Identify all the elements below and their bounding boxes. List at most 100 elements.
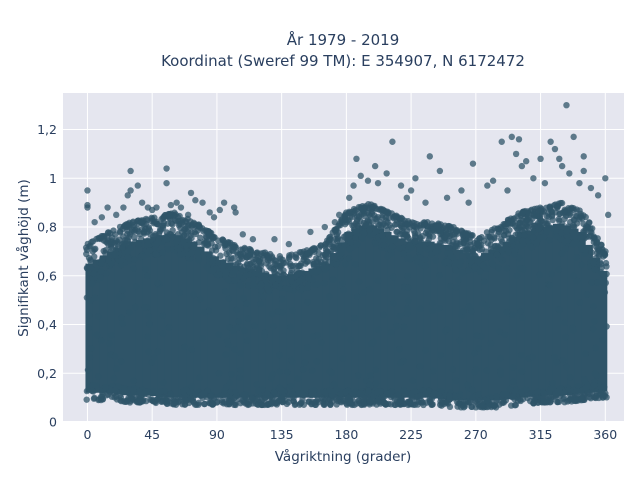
data-point [383, 390, 390, 397]
chart-title-line-1: År 1979 - 2019 [287, 30, 400, 49]
data-point-outlier [587, 184, 595, 192]
data-point [284, 369, 291, 376]
data-point [391, 236, 398, 244]
data-point [289, 262, 296, 270]
data-point [93, 382, 100, 389]
data-point [471, 350, 478, 357]
data-point [403, 305, 411, 312]
data-point-outlier [504, 187, 511, 194]
data-point [530, 222, 538, 229]
data-point [555, 266, 562, 273]
data-point [429, 307, 437, 314]
data-point [390, 299, 397, 307]
data-point [89, 248, 96, 255]
data-point [468, 308, 475, 315]
data-point-cluster [387, 235, 399, 398]
data-point-outlier [120, 204, 127, 211]
data-point-outlier [285, 240, 293, 248]
data-point [365, 285, 373, 293]
data-point [154, 395, 161, 403]
data-point-cluster [279, 275, 291, 398]
data-point [573, 254, 580, 261]
data-point [145, 313, 152, 320]
data-point [561, 319, 569, 327]
data-point [130, 256, 138, 263]
data-point [141, 228, 148, 236]
data-point [423, 227, 431, 234]
data-point [276, 368, 283, 375]
data-point [434, 222, 441, 230]
data-point [319, 263, 326, 270]
data-point [554, 203, 561, 210]
data-point [250, 280, 257, 288]
data-point [230, 254, 237, 262]
data-point [575, 383, 582, 390]
data-point [321, 257, 329, 265]
data-point [459, 269, 466, 277]
data-point [312, 268, 319, 275]
data-point [222, 245, 229, 252]
data-point [382, 400, 390, 408]
data-point-cluster [301, 270, 313, 398]
data-point [452, 284, 460, 291]
data-point [278, 395, 286, 402]
data-point [140, 253, 147, 260]
data-point [405, 297, 412, 305]
data-point [291, 401, 299, 409]
data-point [258, 401, 266, 408]
data-point [493, 397, 500, 404]
data-point [487, 245, 495, 252]
data-point [295, 390, 302, 397]
data-point [199, 334, 207, 342]
data-point [296, 249, 303, 256]
data-point [352, 206, 360, 214]
data-point-cluster [294, 272, 306, 398]
data-point [140, 389, 148, 397]
data-point-cluster [214, 259, 227, 398]
data-point [218, 392, 225, 399]
data-point [566, 211, 573, 219]
data-point [157, 388, 165, 395]
data-point [237, 251, 245, 258]
data-point [102, 270, 110, 277]
data-point [129, 218, 137, 225]
data-point [464, 398, 472, 405]
data-point [167, 390, 174, 397]
data-point [398, 220, 405, 227]
data-point [229, 247, 237, 255]
data-point [234, 324, 241, 332]
data-point-outlier [210, 214, 218, 221]
data-point [474, 257, 481, 265]
data-point [308, 392, 315, 399]
x-tick-label: 0 [83, 427, 91, 442]
data-point [187, 395, 194, 402]
data-point [426, 233, 433, 240]
data-point [436, 228, 444, 235]
data-point-cluster [524, 230, 536, 397]
data-point [124, 254, 132, 261]
data-point-outlier [397, 182, 405, 189]
data-point [154, 279, 161, 287]
data-point [188, 346, 195, 353]
data-point [533, 212, 540, 219]
data-point [190, 244, 197, 252]
data-point [310, 244, 318, 252]
data-point [570, 272, 577, 279]
data-point-outlier [389, 138, 396, 145]
data-point [537, 206, 544, 214]
data-point [206, 229, 213, 237]
data-point [195, 221, 202, 229]
data-point [195, 239, 203, 246]
data-point [194, 249, 201, 256]
data-point [150, 354, 158, 362]
data-point-cluster [344, 231, 356, 398]
data-point-outlier [580, 153, 587, 160]
data-point [553, 358, 560, 366]
data-point [384, 219, 391, 226]
data-point [233, 306, 240, 313]
data-point [255, 387, 262, 394]
x-axis-ticks: 0 45 90 135 180 225 270 315 360 [83, 427, 617, 442]
data-point [341, 241, 348, 249]
data-point [107, 260, 115, 267]
data-point [573, 277, 581, 285]
